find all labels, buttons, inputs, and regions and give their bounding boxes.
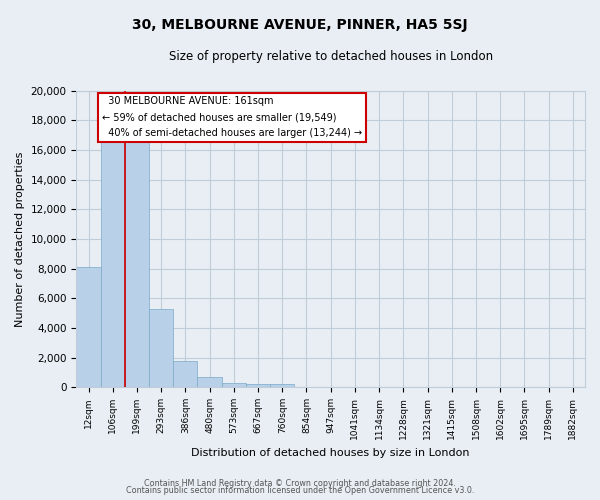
Bar <box>197 377 222 388</box>
Bar <box>270 384 295 388</box>
Y-axis label: Number of detached properties: Number of detached properties <box>15 151 25 326</box>
Bar <box>101 141 125 388</box>
Text: 30, MELBOURNE AVENUE, PINNER, HA5 5SJ: 30, MELBOURNE AVENUE, PINNER, HA5 5SJ <box>132 18 468 32</box>
Bar <box>76 267 101 388</box>
Bar <box>173 362 197 388</box>
Bar <box>246 384 270 388</box>
Title: Size of property relative to detached houses in London: Size of property relative to detached ho… <box>169 50 493 63</box>
Bar <box>149 308 173 388</box>
Text: 30 MELBOURNE AVENUE: 161sqm  
← 59% of detached houses are smaller (19,549)
  40: 30 MELBOURNE AVENUE: 161sqm ← 59% of det… <box>102 96 362 138</box>
X-axis label: Distribution of detached houses by size in London: Distribution of detached houses by size … <box>191 448 470 458</box>
Text: Contains HM Land Registry data © Crown copyright and database right 2024.: Contains HM Land Registry data © Crown c… <box>144 478 456 488</box>
Text: Contains public sector information licensed under the Open Government Licence v3: Contains public sector information licen… <box>126 486 474 495</box>
Bar <box>125 141 149 388</box>
Bar <box>222 382 246 388</box>
